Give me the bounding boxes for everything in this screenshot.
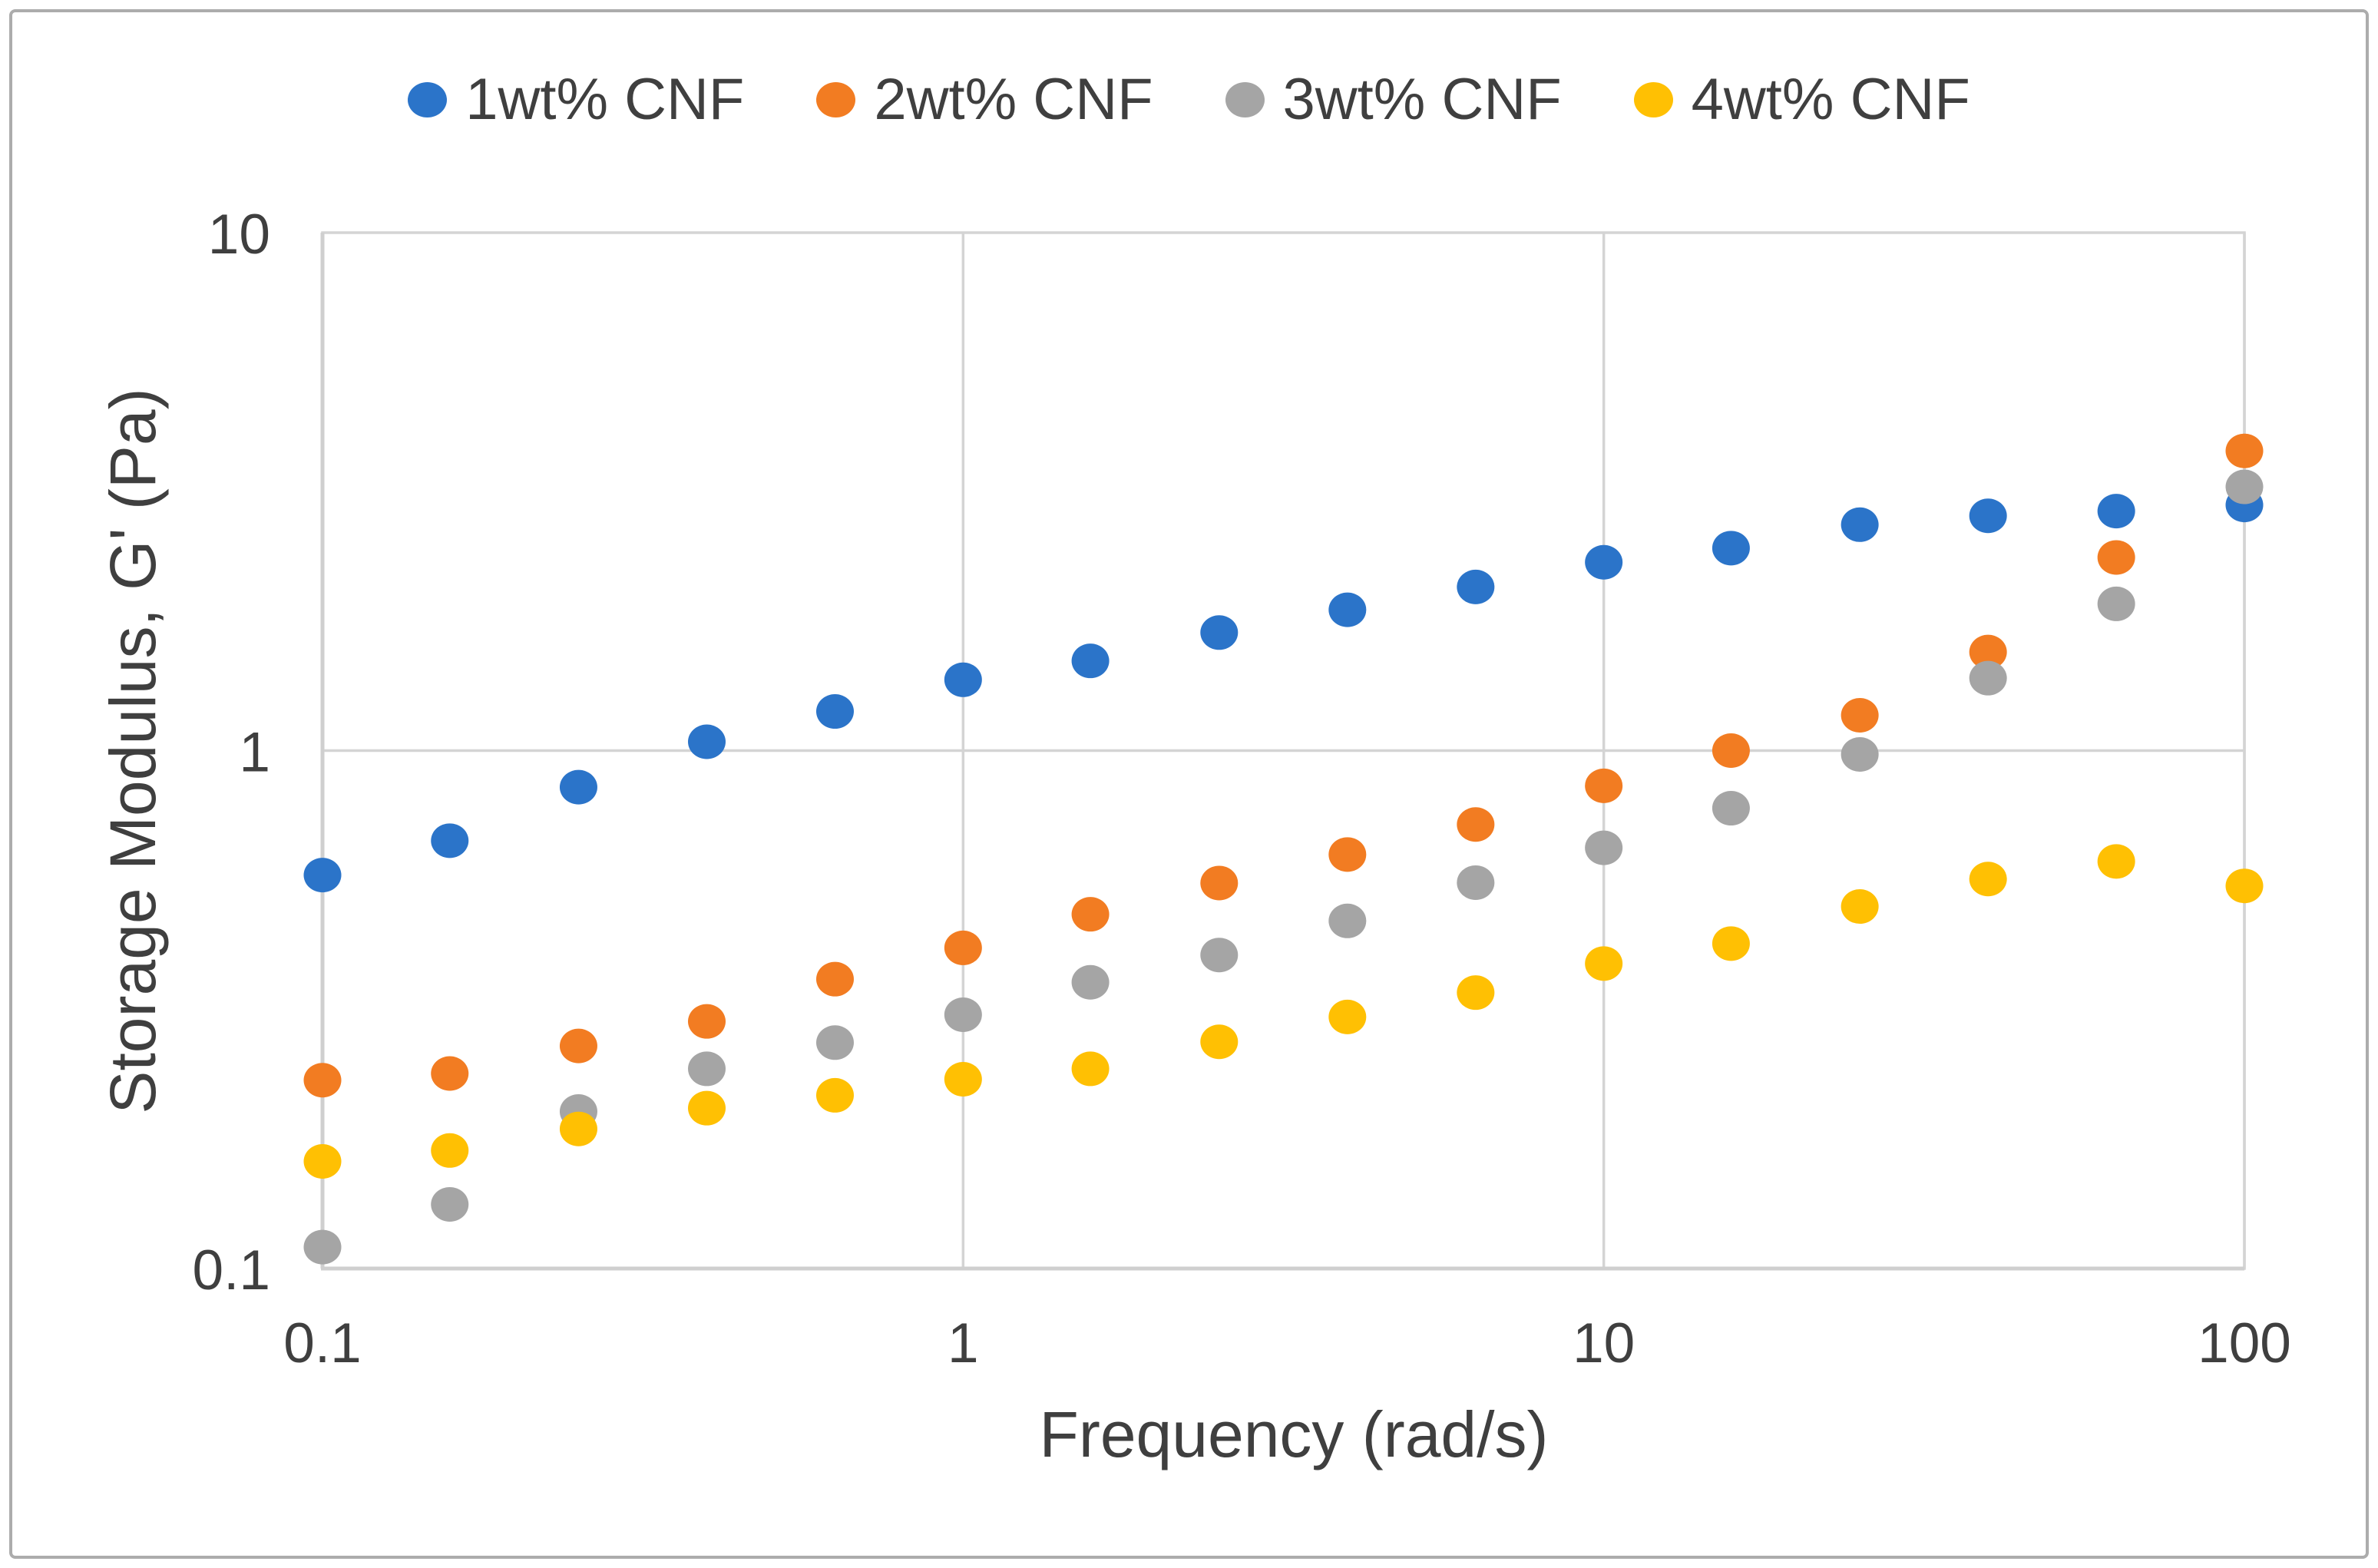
data-point-s4-10 <box>1585 946 1623 981</box>
data-point-s4-3 <box>688 1090 726 1126</box>
data-point-s3-10 <box>1585 830 1623 865</box>
data-point-s1-12 <box>1841 507 1879 542</box>
data-point-s3-7 <box>1200 938 1239 973</box>
legend-marker-icon <box>1633 82 1673 117</box>
legend-label: 3wt% CNF <box>1282 67 1562 132</box>
data-point-s4-11 <box>1712 926 1750 961</box>
data-point-s4-4 <box>815 1077 854 1113</box>
data-point-s2-1 <box>431 1056 469 1091</box>
data-point-s3-5 <box>944 997 982 1033</box>
data-point-s4-15 <box>2225 868 2264 904</box>
data-point-s1-10 <box>1585 544 1623 580</box>
x-tick-label: 0.1 <box>283 1312 361 1374</box>
data-point-s1-13 <box>1969 498 2007 534</box>
data-point-s2-9 <box>1457 807 1495 842</box>
data-point-s3-13 <box>1969 660 2007 696</box>
data-point-s1-8 <box>1328 592 1367 627</box>
legend-label: 1wt% CNF <box>465 67 745 132</box>
data-point-s1-2 <box>559 769 597 805</box>
data-point-s2-7 <box>1200 865 1239 901</box>
x-tick-label: 10 <box>1573 1312 1635 1374</box>
data-point-s2-3 <box>688 1004 726 1039</box>
data-point-s2-8 <box>1328 837 1367 872</box>
data-point-s2-11 <box>1712 733 1750 768</box>
data-point-s3-14 <box>2097 586 2135 621</box>
data-point-s1-6 <box>1071 643 1110 679</box>
data-point-s3-0 <box>303 1229 342 1265</box>
data-point-s2-14 <box>2097 540 2135 575</box>
legend-item-1wt-cnf: 1wt% CNF <box>408 71 744 129</box>
legend-label: 2wt% CNF <box>874 67 1153 132</box>
data-point-s4-9 <box>1457 975 1495 1011</box>
data-point-s3-12 <box>1841 737 1879 772</box>
data-point-s3-1 <box>431 1186 469 1222</box>
data-point-s1-5 <box>944 662 982 697</box>
x-axis-title: Frequency (rad/s) <box>1040 1398 1549 1470</box>
data-point-s2-4 <box>815 961 854 997</box>
data-point-s4-5 <box>944 1061 982 1097</box>
x-tick-label: 100 <box>2198 1312 2291 1374</box>
data-point-s3-15 <box>2225 469 2264 504</box>
legend-item-2wt-cnf: 2wt% CNF <box>816 71 1153 129</box>
data-point-s2-15 <box>2225 433 2264 468</box>
data-point-s1-9 <box>1457 569 1495 604</box>
data-point-s1-4 <box>815 694 854 729</box>
data-point-s2-12 <box>1841 698 1879 733</box>
legend-label: 4wt% CNF <box>1691 67 1970 132</box>
data-point-s2-6 <box>1071 897 1110 932</box>
data-point-s3-11 <box>1712 791 1750 826</box>
data-point-s2-10 <box>1585 768 1623 803</box>
data-point-s1-1 <box>431 823 469 858</box>
data-point-s3-8 <box>1328 903 1367 938</box>
data-point-s3-3 <box>688 1051 726 1087</box>
data-point-s1-0 <box>303 858 342 893</box>
figure-border <box>9 9 2369 1559</box>
data-point-s1-11 <box>1712 531 1750 566</box>
legend-marker-icon <box>1225 82 1265 117</box>
data-point-s4-8 <box>1328 999 1367 1034</box>
data-point-s1-7 <box>1200 615 1239 650</box>
data-point-s4-14 <box>2097 844 2135 879</box>
y-axis-title: Storage Modulus, G' (Pa) <box>97 388 169 1113</box>
legend: 1wt% CNF 2wt% CNF 3wt% CNF 4wt% CNF <box>0 71 2378 129</box>
data-point-s4-7 <box>1200 1024 1239 1060</box>
legend-item-3wt-cnf: 3wt% CNF <box>1225 71 1562 129</box>
data-point-s3-9 <box>1457 865 1495 900</box>
data-point-s1-14 <box>2097 494 2135 529</box>
data-point-s2-13 <box>1969 634 2007 670</box>
data-point-s2-2 <box>559 1028 597 1064</box>
data-point-s4-1 <box>431 1133 469 1168</box>
x-tick-label: 1 <box>948 1312 979 1374</box>
data-point-s4-12 <box>1841 889 1879 925</box>
plot-area: 10 1 0.10.1 1 10 100 <box>193 203 2291 1374</box>
legend-marker-icon <box>816 82 856 117</box>
data-point-s1-3 <box>688 724 726 759</box>
y-tick-label: 10 <box>208 203 270 266</box>
data-point-s3-6 <box>1071 964 1110 1000</box>
y-tick-label: 0.1 <box>193 1239 270 1302</box>
data-point-s4-0 <box>303 1143 342 1179</box>
legend-marker-icon <box>408 82 448 117</box>
legend-item-4wt-cnf: 4wt% CNF <box>1633 67 1970 132</box>
data-point-s4-13 <box>1969 862 2007 897</box>
data-point-s4-6 <box>1071 1051 1110 1087</box>
data-point-s3-4 <box>815 1025 854 1060</box>
data-point-s2-5 <box>944 930 982 965</box>
data-point-s4-2 <box>559 1111 597 1146</box>
y-tick-label: 1 <box>239 722 270 784</box>
data-point-s2-0 <box>303 1063 342 1098</box>
